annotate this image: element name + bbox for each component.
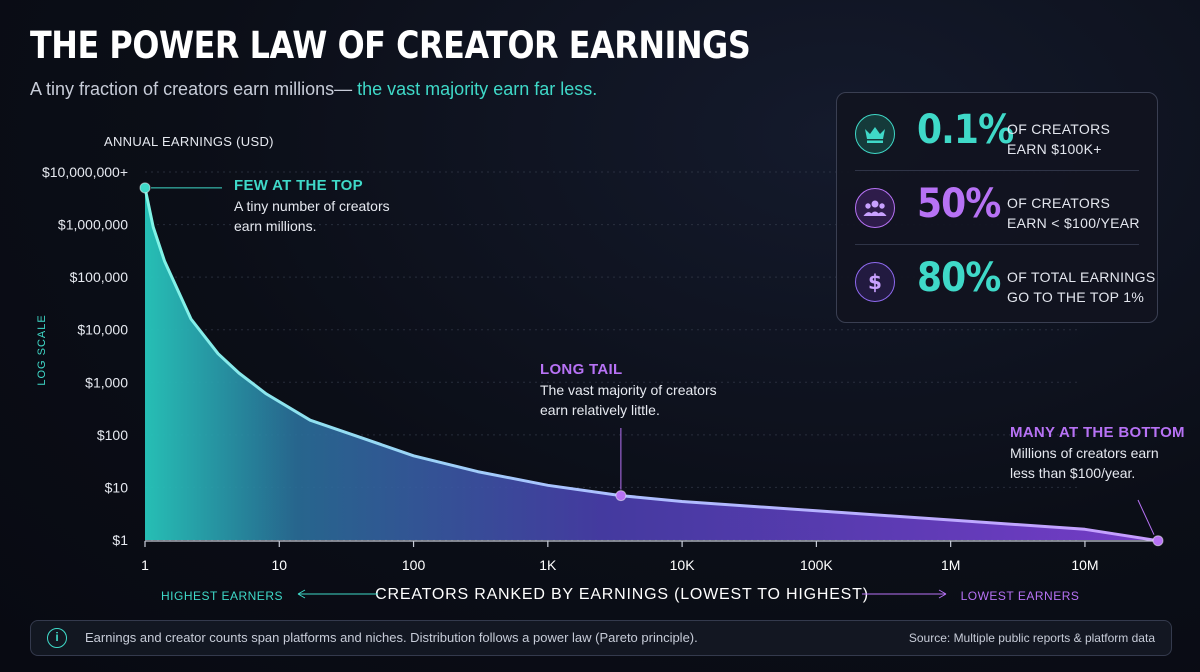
annotation-text: earn millions. <box>234 218 316 234</box>
x-tick-label: 1K <box>539 557 557 573</box>
y-tick-label: $10,000 <box>77 322 128 338</box>
stat-value: 80% <box>917 255 1001 301</box>
annotation-text: The vast majority of creators <box>540 382 717 398</box>
y-axis-label: ANNUAL EARNINGS (USD) <box>104 134 274 149</box>
source-text: Source: Multiple public reports & platfo… <box>908 631 1155 645</box>
log-scale-label: LOG SCALE <box>36 314 48 385</box>
stat-description: OF CREATORS EARN < $100/YEAR <box>1007 195 1140 231</box>
y-tick-label: $1,000 <box>85 374 128 390</box>
x-tick-label: 10 <box>271 557 287 573</box>
stat-row-low-earners: 50% OF CREATORS EARN < $100/YEAR <box>837 171 1157 245</box>
highest-earners-label: HIGHEST EARNERS <box>161 589 283 603</box>
annotation-text: earn relatively little. <box>540 402 660 418</box>
stat-value: 0.1% <box>917 107 1014 153</box>
crown-icon <box>855 114 895 154</box>
x-tick-label: 1 <box>141 557 149 573</box>
y-tick-label: $1,000,000 <box>58 217 128 233</box>
y-tick-label: $1 <box>112 532 128 548</box>
annotation-title: LONG TAIL <box>540 361 622 378</box>
y-tick-label: $100 <box>97 427 128 443</box>
earnings-area <box>145 187 1158 541</box>
subtitle-highlight: the vast majority earn far less. <box>352 79 598 99</box>
x-tick-label: 10K <box>670 557 696 573</box>
x-tick-label: 100K <box>800 557 833 573</box>
x-tick-label: 100 <box>402 557 426 573</box>
annotation-text: A tiny number of creators <box>234 198 390 214</box>
info-icon: i <box>47 628 67 648</box>
stat-divider <box>855 170 1139 171</box>
chart-annotations: FEW AT THE TOP A tiny number of creators e… <box>139 177 1185 547</box>
annotation-leader <box>1137 499 1155 535</box>
annotation-marker <box>1152 535 1164 547</box>
people-icon <box>855 188 895 228</box>
left-arrow-head <box>297 589 306 599</box>
stat-row-earnings-share: $ 80% OF TOTAL EARNINGS GO TO THE TOP 1% <box>837 245 1157 319</box>
lowest-earners-label: LOWEST EARNERS <box>961 589 1080 603</box>
stats-panel: 0.1% OF CREATORS EARN $100K+ 50% OF CREAT… <box>836 92 1158 323</box>
x-tick-label: 10M <box>1071 557 1098 573</box>
y-tick-label: $100,000 <box>70 269 129 285</box>
annotation-marker <box>615 490 627 502</box>
stat-value: 50% <box>917 181 1001 227</box>
annotation-title: MANY AT THE BOTTOM <box>1010 424 1185 441</box>
earnings-curve <box>143 187 1159 543</box>
x-tick-label: 1M <box>941 557 960 573</box>
page-title: THE POWER LAW OF CREATOR EARNINGS <box>30 24 751 67</box>
earnings-chart: $1 $10 $100 $1,000 $10,000 $100,000 $1,000,000… <box>36 134 1185 603</box>
chart-axes: $1 $10 $100 $1,000 $10,000 $100,000 $1,000,000… <box>36 134 1158 603</box>
subtitle: A tiny fraction of creators earn million… <box>30 79 597 100</box>
subtitle-lead: A tiny fraction of creators earn million… <box>30 79 353 99</box>
right-arrow-head <box>938 589 947 599</box>
stat-description: OF CREATORS EARN $100K+ <box>1007 121 1111 157</box>
y-tick-label: $10 <box>105 479 129 495</box>
footer-text: Earnings and creator counts span platfor… <box>85 630 698 645</box>
dollar-icon: $ <box>855 262 895 302</box>
stat-divider <box>855 244 1139 245</box>
annotation-marker <box>139 182 151 194</box>
annotation-title: FEW AT THE TOP <box>234 177 363 194</box>
stat-row-top-earners: 0.1% OF CREATORS EARN $100K+ <box>837 97 1157 171</box>
chart-area-layer <box>143 187 1159 543</box>
footer-note: i Earnings and creator counts span platf… <box>30 620 1172 656</box>
x-axis-label: CREATORS RANKED BY EARNINGS (LOWEST TO H… <box>375 586 869 603</box>
y-tick-label: $10,000,000+ <box>42 164 128 180</box>
annotation-text: Millions of creators earn <box>1010 445 1159 461</box>
stat-description: OF TOTAL EARNINGS GO TO THE TOP 1% <box>1007 269 1156 305</box>
annotation-text: less than $100/year. <box>1010 465 1135 481</box>
